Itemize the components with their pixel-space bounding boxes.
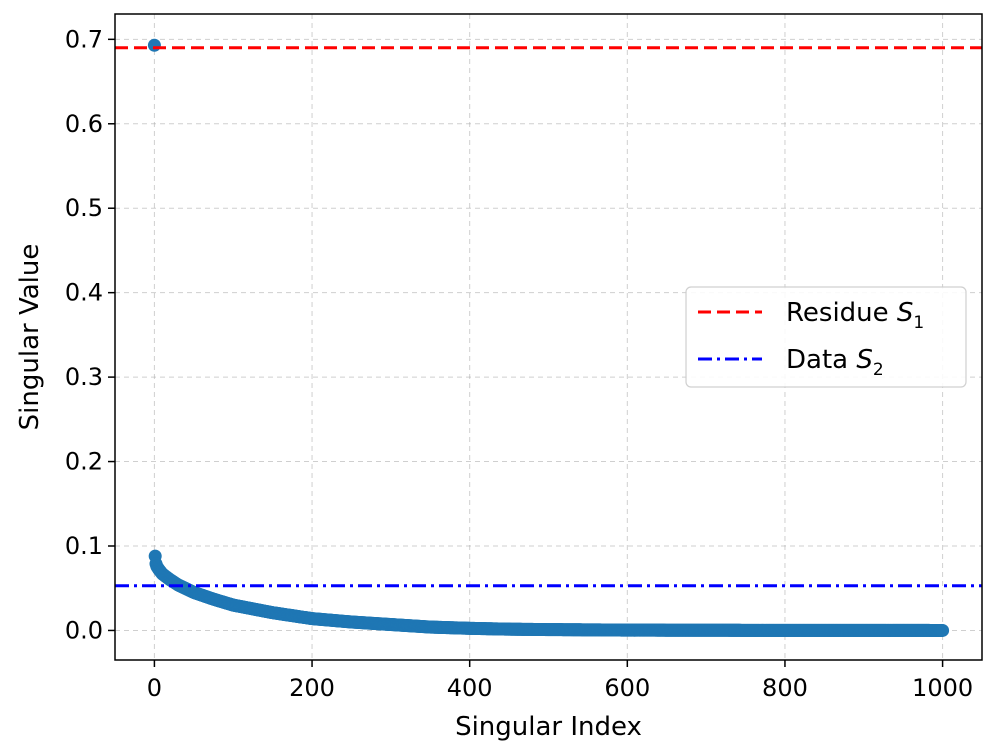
x-axis-label: Singular Index <box>455 712 642 742</box>
scatter-point <box>147 38 161 52</box>
legend: Residue S1 Data S2 <box>685 286 967 388</box>
y-tick-label: 0.5 <box>65 194 103 222</box>
scatter-point <box>936 623 950 637</box>
scatter-series <box>147 38 950 637</box>
legend-label-data: Data S2 <box>786 345 884 380</box>
y-tick-label: 0.3 <box>65 363 103 391</box>
ticks: 0 200 400 600 800 1000 0.0 0.1 0.2 0.3 0.4 0.5 0.6 0.… <box>65 25 973 702</box>
y-tick-label: 0.4 <box>65 279 103 307</box>
legend-label-residue: Residue S1 <box>786 298 924 333</box>
grid <box>115 14 982 660</box>
y-axis-label: Singular Value <box>15 244 45 431</box>
y-tick-label: 0.1 <box>65 532 103 560</box>
plot-area <box>115 38 982 637</box>
y-tick-label: 0.0 <box>65 616 103 644</box>
x-tick-label: 400 <box>447 674 493 702</box>
y-tick-label: 0.2 <box>65 448 103 476</box>
x-tick-label: 0 <box>147 674 162 702</box>
axes-frame <box>114 13 983 661</box>
x-tick-label: 200 <box>289 674 335 702</box>
x-tick-label: 1000 <box>912 674 973 702</box>
x-tick-label: 600 <box>604 674 650 702</box>
x-tick-label: 800 <box>762 674 808 702</box>
y-tick-label: 0.6 <box>65 110 103 138</box>
y-tick-label: 0.7 <box>65 25 103 53</box>
